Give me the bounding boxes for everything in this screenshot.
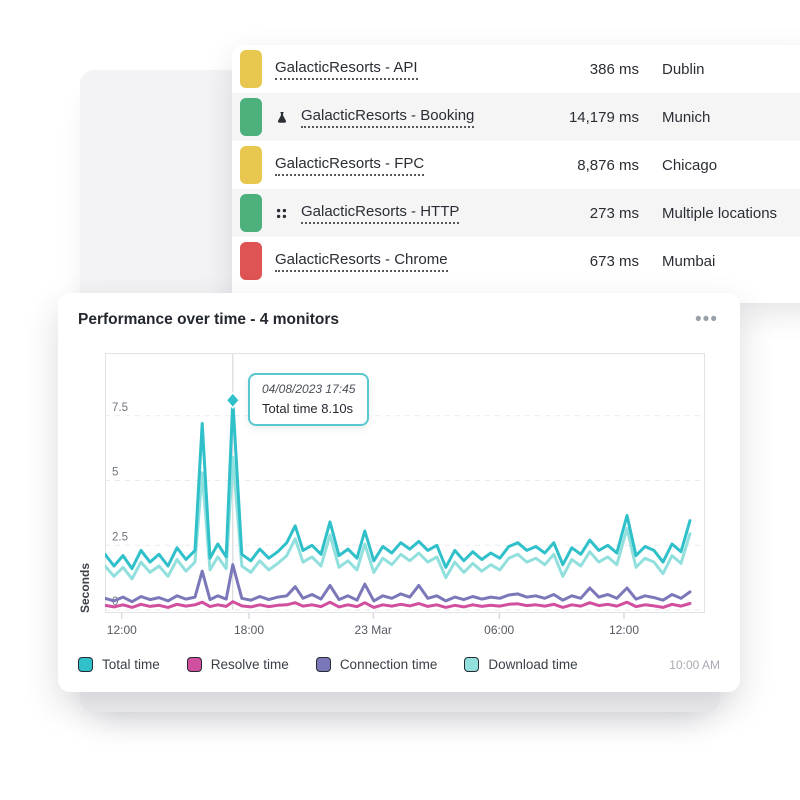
legend-item-download-time[interactable]: Download time bbox=[464, 657, 578, 672]
legend-swatch bbox=[315, 657, 331, 672]
legend-label: Resolve time bbox=[210, 657, 289, 672]
response-time-value: 14,179 ms bbox=[568, 108, 639, 126]
transaction-flask-icon bbox=[275, 111, 288, 124]
performance-chart[interactable]: 0 2.5 5 7.5 12:00 18:00 23 Mar 06:00 12:00 bbox=[105, 353, 705, 643]
monitor-name-link[interactable]: GalacticResorts - Booking bbox=[301, 107, 475, 128]
response-time-value: 8,876 ms bbox=[577, 156, 639, 174]
location-label: Multiple locations bbox=[662, 204, 778, 222]
monitor-name-link[interactable]: GalacticResorts - API bbox=[275, 59, 418, 80]
status-color-block bbox=[240, 146, 262, 184]
svg-text:12:00: 12:00 bbox=[609, 623, 639, 637]
svg-text:18:00: 18:00 bbox=[234, 623, 264, 637]
chart-timestamp: 10:00 AM bbox=[669, 657, 720, 672]
location-label: Dublin bbox=[662, 60, 705, 78]
table-row[interactable]: GalacticResorts - FPC 8,876 ms Chicago bbox=[232, 141, 800, 189]
performance-card: Performance over time - 4 monitors ••• S… bbox=[58, 293, 740, 692]
monitor-name-link[interactable]: GalacticResorts - HTTP bbox=[301, 203, 460, 224]
legend-item-resolve-time[interactable]: Resolve time bbox=[186, 657, 289, 672]
status-color-block bbox=[240, 194, 262, 232]
legend-swatch bbox=[78, 657, 93, 672]
status-color-block bbox=[240, 50, 262, 88]
multi-location-dots-icon bbox=[275, 207, 288, 220]
svg-text:06:00: 06:00 bbox=[484, 623, 514, 637]
location-label: Munich bbox=[662, 108, 711, 126]
svg-text:5: 5 bbox=[112, 467, 118, 479]
response-time-value: 386 ms bbox=[589, 60, 639, 78]
response-time-value: 273 ms bbox=[589, 204, 639, 222]
legend-swatch bbox=[186, 657, 202, 672]
card-title: Performance over time - 4 monitors bbox=[78, 311, 339, 328]
table-row[interactable]: GalacticResorts - API 386 ms Dublin bbox=[232, 45, 800, 93]
legend-swatch bbox=[464, 657, 480, 672]
table-row[interactable]: GalacticResorts - HTTP 273 ms Multiple l… bbox=[232, 189, 800, 237]
svg-text:2.5: 2.5 bbox=[112, 531, 128, 543]
chart-svg: 02.557.512:00 18:00 23 Mar 06:00 12:00 bbox=[105, 353, 705, 637]
svg-text:12:00: 12:00 bbox=[107, 623, 137, 637]
monitor-name-link[interactable]: GalacticResorts - Chrome bbox=[275, 251, 448, 272]
svg-text:23 Mar: 23 Mar bbox=[355, 623, 392, 637]
svg-text:7.5: 7.5 bbox=[112, 402, 128, 414]
tooltip-date: 04/08/2023 17:45 bbox=[262, 382, 356, 396]
overflow-menu-icon[interactable]: ••• bbox=[695, 309, 718, 330]
location-label: Chicago bbox=[662, 156, 718, 174]
y-axis-label: Seconds bbox=[78, 562, 92, 613]
legend-label: Total time bbox=[102, 657, 160, 672]
monitor-name-link[interactable]: GalacticResorts - FPC bbox=[275, 155, 425, 176]
monitor-table-card: GalacticResorts - API 386 ms Dublin Gala… bbox=[232, 45, 800, 303]
status-color-block bbox=[240, 242, 262, 280]
table-row[interactable]: GalacticResorts - Booking 14,179 ms Muni… bbox=[232, 93, 800, 141]
response-time-value: 673 ms bbox=[589, 252, 639, 270]
chart-tooltip: 04/08/2023 17:45 Total time 8.10s bbox=[248, 373, 370, 426]
legend-item-total-time[interactable]: Total time bbox=[78, 657, 160, 672]
tooltip-value: Total time 8.10s bbox=[262, 401, 354, 416]
table-row[interactable]: GalacticResorts - Chrome 673 ms Mumbai bbox=[232, 237, 800, 285]
legend-label: Connection time bbox=[339, 657, 438, 672]
status-color-block bbox=[240, 98, 262, 136]
legend-item-connection-time[interactable]: Connection time bbox=[315, 657, 438, 672]
legend-label: Download time bbox=[488, 657, 578, 672]
location-label: Mumbai bbox=[662, 252, 716, 270]
chart-legend: Total time Resolve time Connection time … bbox=[78, 657, 720, 672]
